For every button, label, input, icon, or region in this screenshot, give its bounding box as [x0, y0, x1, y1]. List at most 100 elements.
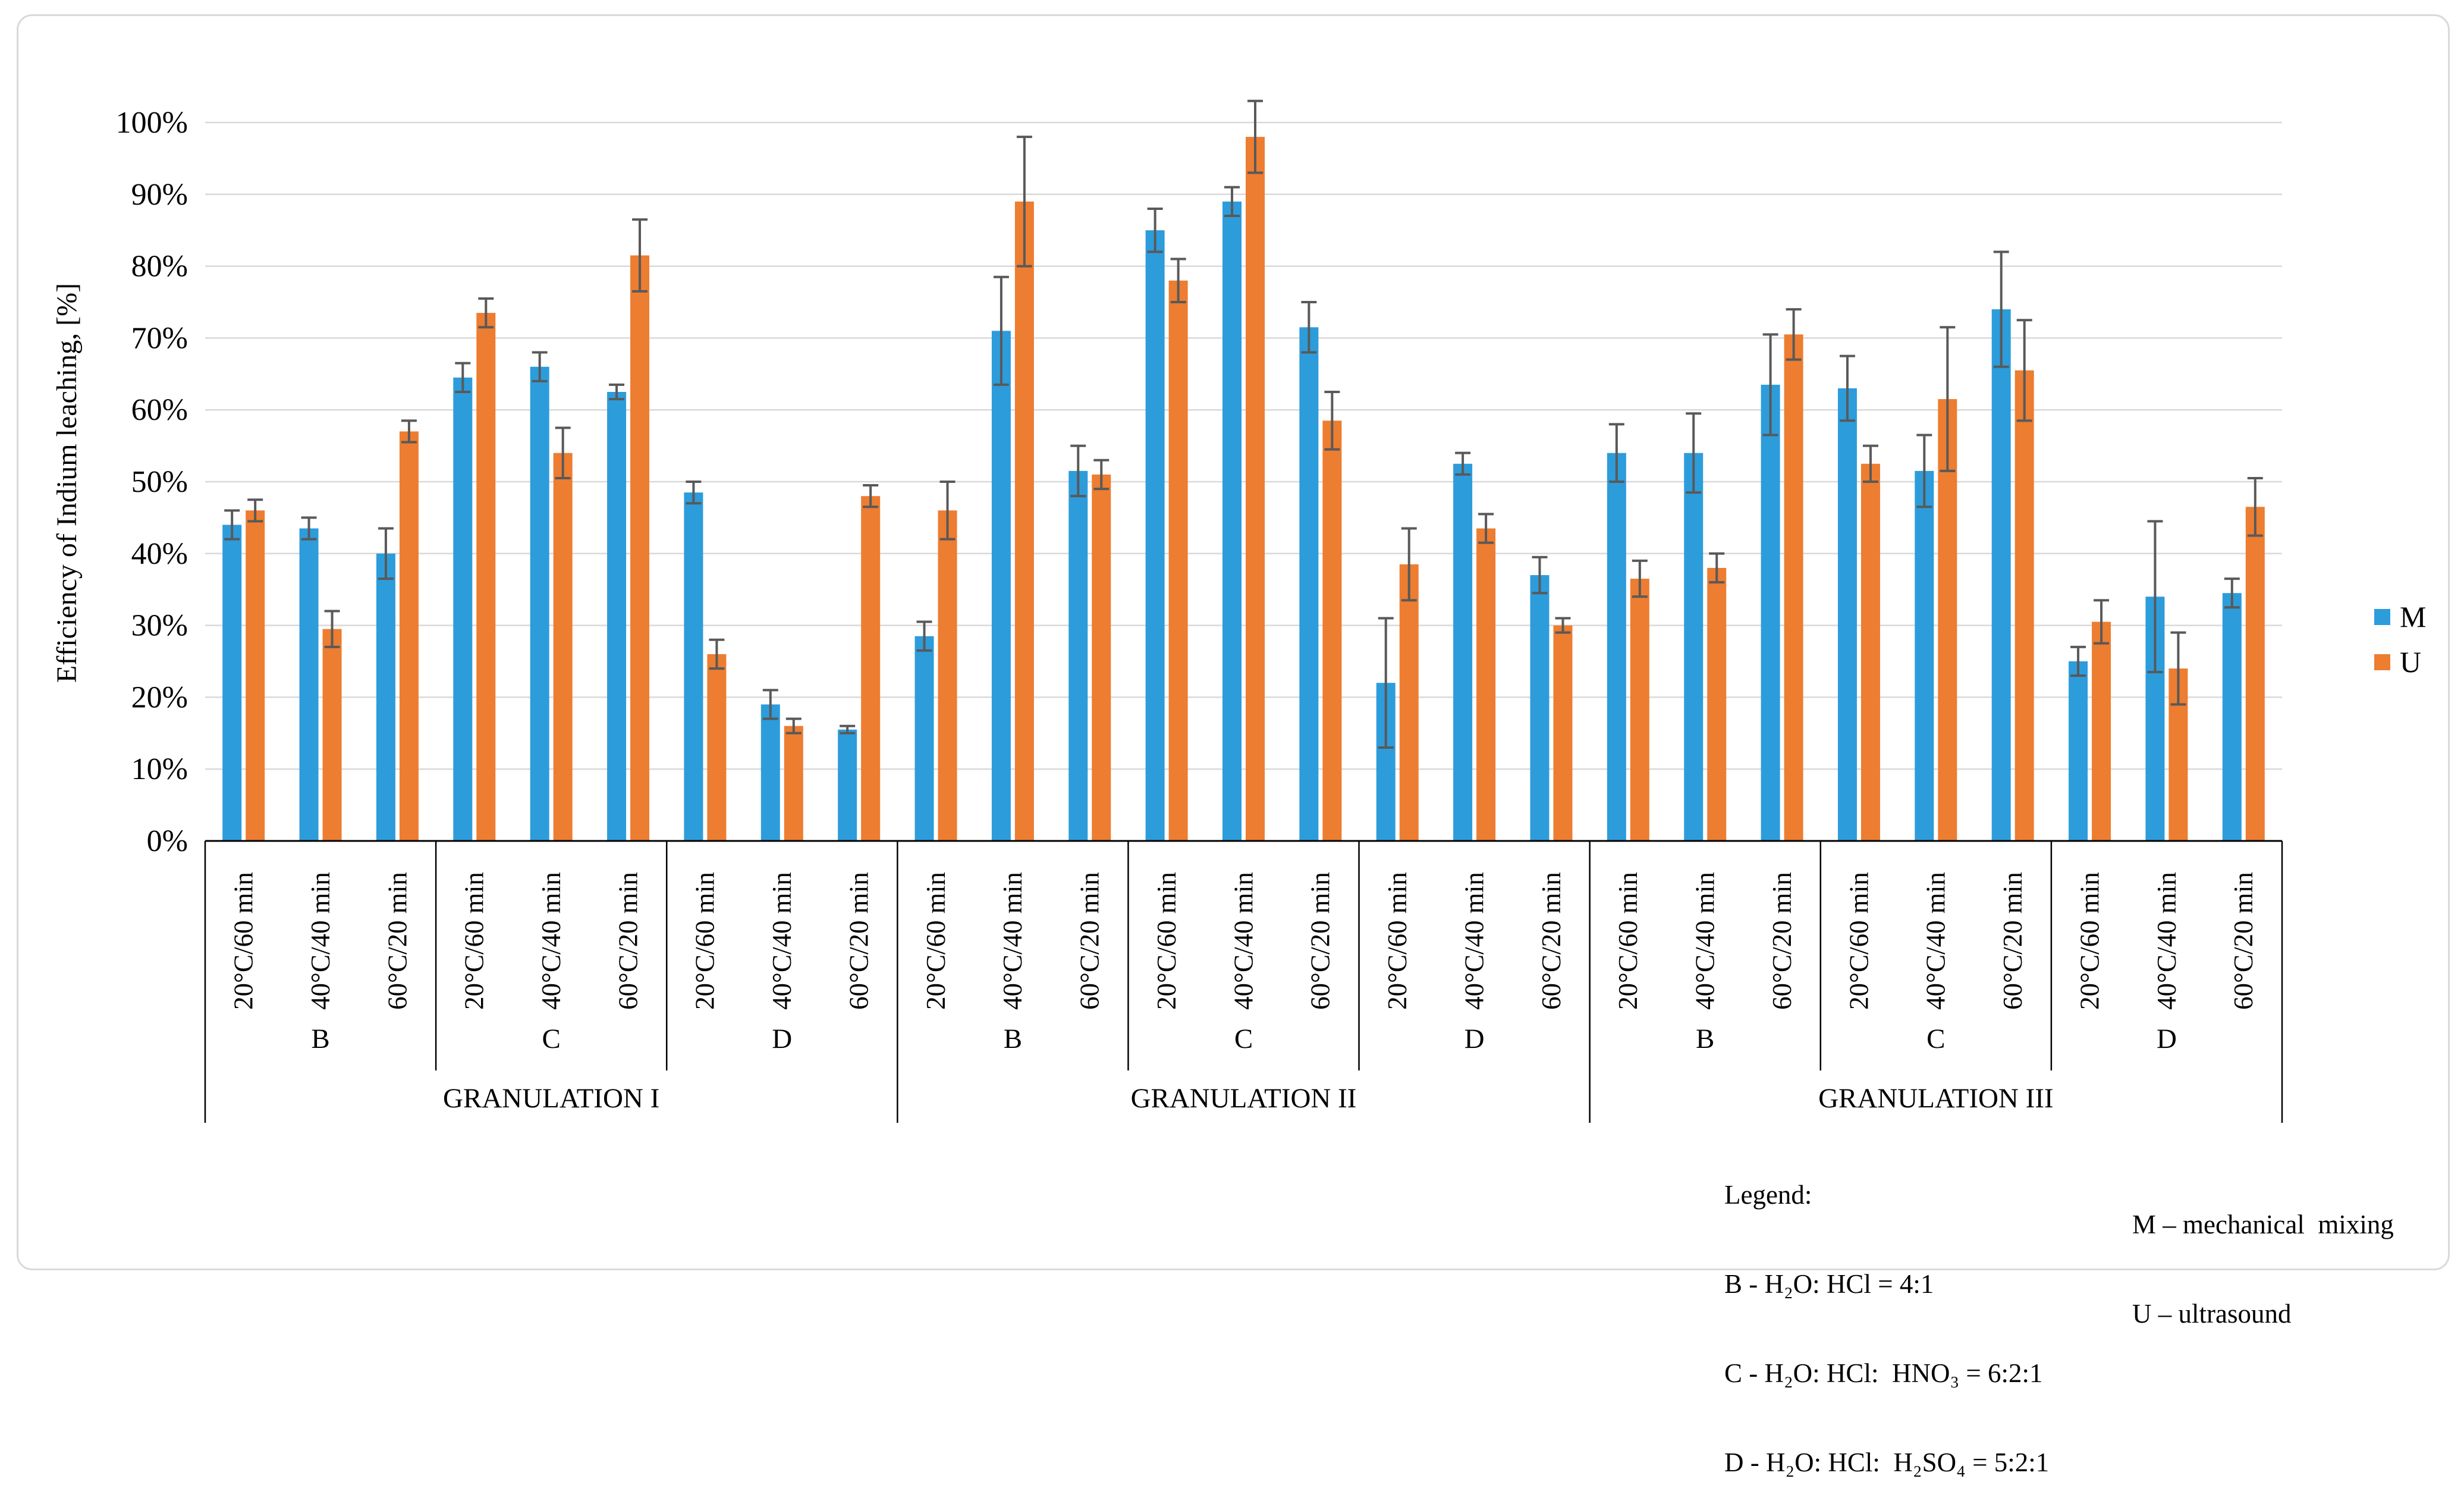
bar-m	[1299, 327, 1319, 841]
category-label: 60°C/20 min	[844, 872, 873, 1010]
bar-m	[760, 704, 780, 841]
y-tick-label: 10%	[131, 752, 188, 786]
bar-m	[530, 366, 549, 841]
category-label: 40°C/40 min	[536, 872, 566, 1010]
solvent-legend-line-d: D - H₂O: HCl: H₂SO₄ = 5:2:1	[1724, 1448, 2050, 1477]
bar-u	[553, 453, 573, 841]
y-tick-label: 80%	[131, 250, 188, 284]
category-label: 20°C/60 min	[1382, 872, 1412, 1010]
category-label: 20°C/60 min	[1613, 872, 1643, 1010]
subgroup-label: C	[1234, 1023, 1253, 1054]
bar-u	[1476, 528, 1496, 841]
subgroup-label: C	[1926, 1023, 1945, 1054]
subgroup-label: B	[311, 1023, 329, 1054]
bar-u	[784, 726, 803, 841]
bar-m	[1530, 575, 1550, 841]
category-label: 40°C/40 min	[2152, 872, 2182, 1010]
granulation-label: GRANULATION I	[443, 1083, 659, 1114]
y-tick-label: 70%	[131, 321, 188, 355]
m-color-swatch	[2374, 608, 2390, 625]
bar-u	[1630, 579, 1649, 841]
subgroup-label: C	[542, 1023, 560, 1054]
bar-u	[2092, 621, 2111, 841]
subgroup-label: B	[1004, 1023, 1022, 1054]
solvent-legend-line-b: B - H₂O: HCl = 4:1	[1724, 1269, 1934, 1299]
y-tick-label: 40%	[131, 537, 188, 571]
category-label: 40°C/40 min	[1921, 872, 1951, 1010]
bar-u	[2245, 507, 2265, 841]
bar-u	[1014, 201, 1034, 841]
granulation-label: GRANULATION III	[1818, 1083, 2054, 1114]
bar-u	[1168, 280, 1188, 841]
y-tick-label: 20%	[131, 680, 188, 714]
bar-u	[399, 431, 419, 841]
u-color-swatch	[2374, 654, 2390, 670]
bar-m	[607, 392, 627, 841]
y-axis-title: Efficiency of Indium leaching, [%]	[51, 282, 83, 683]
solvent-legend: Legend: B - H₂O: HCl = 4:1 C - H₂O: HCl:…	[1724, 1120, 2049, 1507]
category-label: 20°C/60 min	[1152, 872, 1181, 1010]
bar-u	[938, 510, 957, 841]
category-label: 40°C/40 min	[1690, 872, 1720, 1010]
category-label: 60°C/20 min	[613, 872, 643, 1010]
bar-m	[1453, 463, 1473, 841]
category-label: 60°C/20 min	[1075, 872, 1105, 1010]
bar-m	[1991, 309, 2011, 841]
method-legend-line-m: M – mechanical mixing	[2132, 1210, 2394, 1239]
category-label: 60°C/20 min	[1998, 872, 2028, 1010]
method-legend-line-u: U – ultrasound	[2132, 1299, 2292, 1329]
bar-m	[222, 525, 242, 841]
bar-u	[1399, 564, 1419, 841]
bar-chart: 0% 10% 20% 30% 40% 50% 60% 70% 80% 90% 100% 20°C/60…	[116, 99, 2283, 1123]
bar-u	[246, 510, 265, 841]
category-label: 60°C/20 min	[2229, 872, 2258, 1010]
subgroup-label: D	[2157, 1023, 2177, 1054]
category-label: 40°C/40 min	[767, 872, 797, 1010]
category-label: 20°C/60 min	[690, 872, 720, 1010]
bar-m	[684, 492, 703, 841]
bar-u	[707, 654, 727, 841]
bar-u	[1246, 137, 1265, 841]
y-tick-label: 0%	[147, 824, 188, 858]
category-label: 40°C/40 min	[1459, 872, 1489, 1010]
bar-m	[2069, 661, 2088, 841]
y-tick-label: 90%	[131, 178, 188, 212]
bar-u	[2014, 370, 2034, 841]
category-label: 60°C/20 min	[1536, 872, 1566, 1010]
category-label: 20°C/60 min	[921, 872, 951, 1010]
bar-m	[1837, 388, 1857, 841]
subgroup-label: D	[1464, 1023, 1485, 1054]
y-tick-label: 30%	[131, 609, 188, 643]
category-label: 40°C/40 min	[1228, 872, 1258, 1010]
bar-m	[914, 636, 934, 841]
bar-m	[2222, 593, 2242, 841]
bar-m	[1222, 201, 1242, 841]
bar-u	[1784, 334, 1803, 841]
bar-u	[1707, 567, 1727, 841]
category-label: 20°C/60 min	[1844, 872, 1874, 1010]
bar-m	[453, 377, 473, 841]
granulation-label: GRANULATION II	[1131, 1083, 1357, 1114]
category-label: 20°C/60 min	[229, 872, 259, 1010]
bar-u	[1322, 420, 1342, 841]
method-legend: M – mechanical mixing U – ultrasound	[2132, 1150, 2394, 1358]
bar-u	[322, 629, 342, 841]
bar-m	[1068, 470, 1088, 841]
bar-u	[476, 313, 496, 841]
bar-u	[1860, 463, 1880, 841]
solvent-legend-line-c: C - H₂O: HCl: HNO₃ = 6:2:1	[1724, 1358, 2043, 1388]
bar-u	[1092, 474, 1111, 841]
bar-m	[838, 729, 857, 841]
bar-m	[1761, 384, 1780, 841]
series-legend-label-m: M	[2400, 600, 2427, 633]
series-legend-item-u: U	[2374, 645, 2426, 679]
subgroup-label: D	[772, 1023, 792, 1054]
category-label: 60°C/20 min	[1306, 872, 1335, 1010]
bar-m	[299, 528, 319, 841]
solvent-legend-title: Legend:	[1724, 1180, 1812, 1210]
category-label: 40°C/40 min	[998, 872, 1027, 1010]
y-tick-label: 100%	[116, 106, 188, 140]
y-tick-label: 50%	[131, 465, 188, 499]
series-legend: M U	[2374, 599, 2426, 690]
category-label: 20°C/60 min	[460, 872, 489, 1010]
